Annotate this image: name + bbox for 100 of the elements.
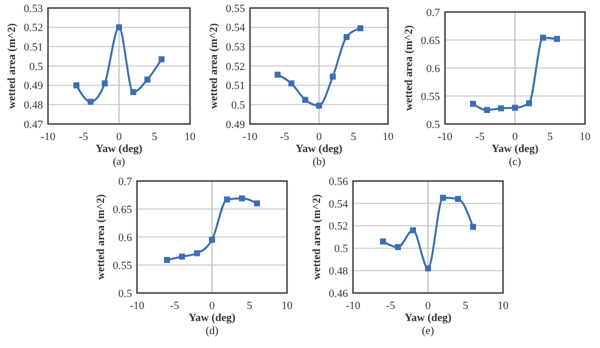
x-tick-label: 5 bbox=[152, 131, 158, 143]
point bbox=[470, 224, 476, 230]
point bbox=[484, 107, 490, 113]
x-tick-label: 10 bbox=[184, 131, 196, 143]
y-tick-label: 0.5 bbox=[231, 100, 246, 112]
x-axis-title: Yaw (deg) bbox=[96, 143, 143, 155]
x-tick-label: -5 bbox=[386, 300, 396, 312]
x-axis-title: Yaw (deg) bbox=[492, 143, 539, 155]
y-tick-label: 0.65 bbox=[420, 34, 440, 47]
y-axis-title: wetted area (m^2) bbox=[95, 194, 107, 280]
point bbox=[116, 24, 122, 30]
y-tick-label: 0.6 bbox=[118, 232, 132, 244]
point bbox=[357, 25, 364, 32]
y-tick-label: 0.46 bbox=[328, 288, 348, 300]
x-tick-label: 10 bbox=[382, 131, 394, 143]
y-axis-title: wetted area (m^2) bbox=[6, 22, 18, 109]
y-tick-label: 0.7 bbox=[426, 6, 440, 19]
point bbox=[410, 227, 416, 234]
x-tick-label: 5 bbox=[462, 300, 469, 312]
point bbox=[158, 56, 165, 62]
y-axis-title: wetted area (m^2) bbox=[403, 24, 415, 111]
y-tick-label: 0.5 bbox=[334, 243, 348, 256]
x-tick-label: 10 bbox=[580, 131, 591, 143]
x-tick-label: 10 bbox=[498, 300, 509, 312]
y-tick-label: 0.47 bbox=[24, 118, 44, 131]
y-tick-label: 0.49 bbox=[24, 80, 44, 92]
x-axis-title: Yaw (deg) bbox=[188, 312, 236, 324]
x-tick-label: -10 bbox=[346, 300, 361, 312]
text: (a) bbox=[112, 156, 126, 168]
point bbox=[554, 36, 560, 42]
point bbox=[425, 265, 431, 272]
y-axis-title: wetted area (m^2) bbox=[311, 194, 323, 280]
y-tick-label: 0.56 bbox=[328, 176, 348, 188]
point bbox=[470, 100, 476, 107]
x-tick-label: -10 bbox=[438, 131, 453, 143]
point bbox=[102, 80, 108, 86]
x-tick-label: -10 bbox=[40, 131, 56, 143]
x-tick-label: 0 bbox=[512, 131, 518, 143]
point bbox=[498, 105, 504, 112]
point bbox=[88, 98, 94, 105]
point bbox=[344, 34, 350, 40]
x-tick-label: -10 bbox=[130, 300, 145, 312]
y-tick-label: 0.52 bbox=[24, 22, 43, 34]
point bbox=[380, 238, 386, 244]
point bbox=[395, 244, 401, 250]
text: (e) bbox=[422, 325, 434, 337]
point bbox=[224, 196, 230, 202]
x-tick-label: 0 bbox=[116, 131, 122, 143]
point bbox=[274, 72, 281, 78]
y-tick-label: 0.5 bbox=[29, 60, 44, 73]
point bbox=[440, 194, 446, 201]
x-tick-label: -5 bbox=[475, 131, 486, 143]
text: (c) bbox=[508, 156, 522, 168]
point bbox=[144, 76, 150, 83]
x-tick-label: 5 bbox=[350, 131, 357, 143]
x-tick-label: -5 bbox=[170, 300, 180, 312]
x-tick-label: -5 bbox=[280, 131, 290, 143]
x-axis-title: Yaw (deg) bbox=[296, 143, 343, 155]
y-tick-label: 0.54 bbox=[226, 22, 246, 34]
x-tick-label: 5 bbox=[547, 131, 554, 143]
y-tick-label: 0.53 bbox=[226, 42, 246, 54]
y-tick-label: 0.52 bbox=[328, 220, 348, 233]
y-tick-label: 0.55 bbox=[420, 90, 440, 103]
y-tick-label: 0.51 bbox=[226, 80, 245, 92]
point bbox=[330, 74, 336, 80]
point bbox=[254, 200, 260, 206]
text: (d) bbox=[206, 325, 219, 337]
y-tick-label: 0.54 bbox=[328, 198, 348, 210]
y-tick-label: 0.48 bbox=[24, 100, 44, 112]
point bbox=[302, 96, 308, 103]
point bbox=[194, 250, 200, 256]
point bbox=[209, 236, 215, 243]
y-tick-label: 0.49 bbox=[226, 118, 246, 131]
y-tick-label: 0.55 bbox=[112, 260, 132, 272]
y-tick-label: 0.53 bbox=[24, 2, 44, 15]
y-tick-label: 0.5 bbox=[118, 288, 132, 300]
y-tick-label: 0.7 bbox=[118, 176, 132, 188]
point bbox=[540, 34, 546, 41]
text: (b) bbox=[312, 156, 326, 168]
x-tick-label: 0 bbox=[316, 131, 322, 143]
x-tick-label: 0 bbox=[425, 300, 432, 312]
y-axis-title: wetted area (m^2) bbox=[208, 22, 220, 109]
point bbox=[239, 195, 245, 202]
point bbox=[512, 104, 518, 111]
point bbox=[526, 100, 532, 106]
x-tick-label: -10 bbox=[242, 131, 258, 143]
point bbox=[130, 89, 136, 96]
y-tick-label: 0.51 bbox=[24, 42, 43, 54]
y-tick-label: 0.5 bbox=[426, 118, 440, 131]
y-tick-label: 0.65 bbox=[112, 204, 132, 216]
y-tick-label: 0.52 bbox=[226, 60, 245, 73]
x-tick-label: 5 bbox=[246, 300, 253, 312]
point bbox=[179, 254, 185, 260]
y-tick-label: 0.55 bbox=[226, 2, 246, 15]
point bbox=[316, 102, 322, 109]
point bbox=[288, 80, 294, 86]
y-tick-label: 0.6 bbox=[426, 62, 440, 75]
y-tick-label: 0.48 bbox=[328, 265, 348, 278]
x-tick-label: 10 bbox=[282, 300, 293, 312]
point bbox=[455, 196, 461, 202]
